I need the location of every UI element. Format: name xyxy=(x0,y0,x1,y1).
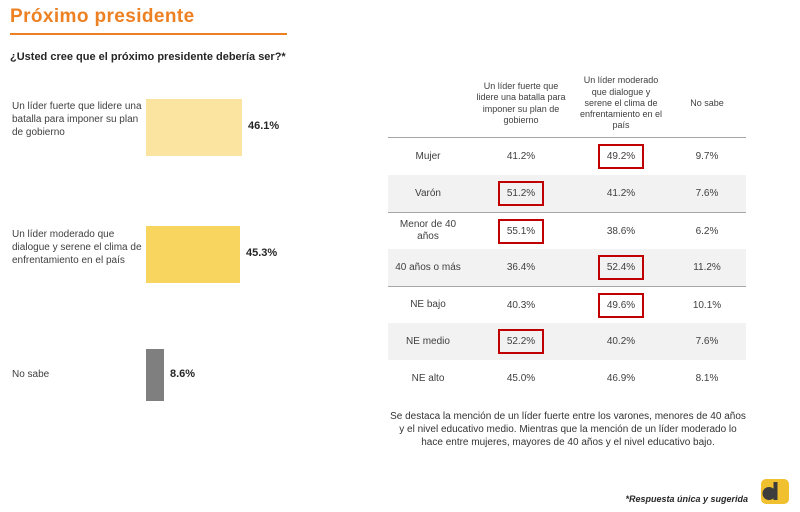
row-label: Varón xyxy=(415,187,441,199)
cell-value: 6.2% xyxy=(695,225,719,237)
column-header-no-sabe: No sabe xyxy=(690,97,724,108)
row-label: Menor de 40 años xyxy=(399,219,457,242)
bar-lider-fuerte xyxy=(146,99,242,156)
title-underline xyxy=(10,33,287,35)
table-cell: 52.4% xyxy=(574,255,668,280)
table-cell: 46.9% xyxy=(574,373,668,384)
table-cell: 6.2% xyxy=(668,226,746,237)
crosstab-table: Un líder fuerte que lidere una batalla p… xyxy=(388,74,746,397)
cell-value: 46.9% xyxy=(606,373,636,384)
insight-text: Se destaca la mención de un líder fuerte… xyxy=(390,411,746,449)
bar-category-label-lider-fuerte: Un líder fuerte que lidere una batalla p… xyxy=(12,101,142,138)
cell-value: 7.6% xyxy=(695,188,719,199)
row-label: NE medio xyxy=(406,335,450,347)
bar-category-label-no-sabe: No sabe xyxy=(12,369,50,380)
table-cell: 40.3% xyxy=(468,300,574,311)
table-header-row: Un líder fuerte que lidere una batalla p… xyxy=(388,74,746,138)
table-cell: 11.2% xyxy=(668,262,746,273)
table-cell: 49.2% xyxy=(574,144,668,169)
bar-value-lider-moderado: 45.3% xyxy=(246,247,278,259)
bar-value-no-sabe: 8.6% xyxy=(170,368,196,380)
table-cell: 52.2% xyxy=(468,329,574,354)
footnote: *Respuesta única y sugerida xyxy=(625,494,748,504)
logo xyxy=(761,479,789,504)
highlighted-cell-value: 55.1% xyxy=(498,218,544,244)
row-label: 40 años o más xyxy=(395,261,461,273)
table-row-menor-40: Menor de 40 años 55.1% 38.6% 6.2% xyxy=(388,212,746,249)
table-row-ne-medio: NE medio 52.2% 40.2% 7.6% xyxy=(388,323,746,360)
highlighted-cell-value: 51.2% xyxy=(498,181,544,206)
column-header-lider-fuerte: Un líder fuerte que lidere una batalla p… xyxy=(476,81,566,125)
survey-question: ¿Usted cree que el próximo presidente de… xyxy=(10,51,286,63)
table-cell: 55.1% xyxy=(468,218,574,244)
cell-value: 36.4% xyxy=(506,262,536,273)
bar-category-label-lider-moderado: Un líder moderado que dialogue y serene … xyxy=(12,229,142,266)
cell-value: 41.2% xyxy=(606,188,636,199)
highlighted-cell-value: 49.2% xyxy=(598,144,644,169)
cell-value: 7.6% xyxy=(695,336,719,347)
column-header-lider-moderado: Un líder moderado que dialogue y serene … xyxy=(579,75,663,131)
bar-no-sabe xyxy=(146,349,164,401)
table-row-ne-alto: NE alto 45.0% 46.9% 8.1% xyxy=(388,360,746,397)
table-cell: 8.1% xyxy=(668,373,746,384)
table-cell: 51.2% xyxy=(468,181,574,206)
table-row-ne-bajo: NE bajo 40.3% 49.6% 10.1% xyxy=(388,286,746,323)
bar-value-lider-fuerte: 46.1% xyxy=(248,120,280,132)
cell-value: 45.0% xyxy=(506,373,536,384)
highlighted-cell-value: 52.4% xyxy=(598,255,644,280)
table-row-mujer: Mujer 41.2% 49.2% 9.7% xyxy=(388,138,746,175)
table-cell: 41.2% xyxy=(468,151,574,162)
bar-lider-moderado xyxy=(146,226,240,283)
table-cell: 36.4% xyxy=(468,262,574,273)
table-cell: 40.2% xyxy=(574,336,668,347)
table-cell: 49.6% xyxy=(574,292,668,318)
cell-value: 40.2% xyxy=(606,336,636,347)
highlighted-cell-value: 49.6% xyxy=(598,292,644,318)
cell-value: 38.6% xyxy=(606,225,636,237)
table-row-40-o-mas: 40 años o más 36.4% 52.4% 11.2% xyxy=(388,249,746,286)
cell-value: 40.3% xyxy=(506,299,536,311)
table-cell: 7.6% xyxy=(668,336,746,347)
table-cell: 38.6% xyxy=(574,226,668,237)
page-title: Próximo presidente xyxy=(10,6,195,27)
table-cell: 41.2% xyxy=(574,188,668,199)
table-cell: 10.1% xyxy=(668,300,746,311)
cell-value: 9.7% xyxy=(695,151,719,162)
row-label: NE alto xyxy=(411,372,445,384)
row-label: NE bajo xyxy=(410,299,446,310)
table-cell: 7.6% xyxy=(668,188,746,199)
cell-value: 41.2% xyxy=(506,151,536,162)
table-cell: 9.7% xyxy=(668,151,746,162)
cell-value: 8.1% xyxy=(695,373,719,384)
table-row-varon: Varón 51.2% 41.2% 7.6% xyxy=(388,175,746,212)
cell-value: 10.1% xyxy=(692,299,722,311)
row-label: Mujer xyxy=(415,150,441,162)
cell-value: 11.2% xyxy=(693,262,721,273)
table-cell: 45.0% xyxy=(468,373,574,384)
highlighted-cell-value: 52.2% xyxy=(498,329,544,354)
